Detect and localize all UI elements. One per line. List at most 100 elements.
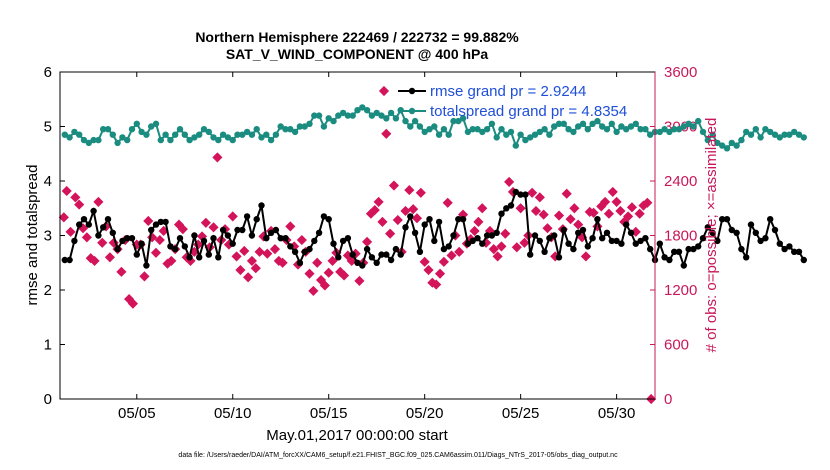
spread-point <box>723 145 731 152</box>
obs-assimilated-point <box>446 250 457 261</box>
rmse-point <box>733 229 740 236</box>
obs-assimilated-point <box>243 272 254 283</box>
rmse-point <box>483 232 491 239</box>
obs-assimilated-point <box>434 268 446 279</box>
rmse-point <box>359 262 366 269</box>
rmse-point <box>589 235 596 242</box>
spread-point <box>541 126 548 133</box>
y-right-tick-label: 2400 <box>664 173 697 190</box>
rmse-point <box>800 256 807 264</box>
obs-assimilated-point <box>588 207 599 218</box>
spread-point <box>282 126 289 133</box>
legend: rmse grand pr = 2.9244 totalspread grand… <box>378 83 627 120</box>
rmse-point <box>723 216 731 223</box>
obs-assimilated-point <box>623 211 634 222</box>
rmse-point <box>272 226 280 234</box>
obs-assimilated-point <box>250 263 261 274</box>
rmse-point <box>488 232 496 239</box>
obs-assimilated-point <box>127 298 139 309</box>
spread-point <box>671 126 678 133</box>
obs-assimilated-point <box>327 255 338 266</box>
obs-assimilated-point <box>227 211 238 222</box>
obs-assimilated-point <box>626 202 638 213</box>
rmse-point <box>786 243 793 250</box>
obs-assimilated-point <box>116 266 127 277</box>
y-right-tick-label: 1200 <box>664 282 697 299</box>
spread-point <box>627 123 635 130</box>
rmse-point <box>104 216 112 223</box>
spread-point <box>464 128 472 136</box>
spread-point <box>315 112 323 119</box>
rmse-point <box>349 251 356 258</box>
spread-point <box>771 131 779 138</box>
rmse-point <box>632 240 639 247</box>
spread-point <box>258 134 265 141</box>
rmse-point <box>512 188 519 196</box>
rmse-point <box>397 251 404 258</box>
rmse-point <box>301 248 308 255</box>
y-left-tick-label: 2 <box>44 282 52 299</box>
spread-point <box>493 134 500 141</box>
obs-assimilated-point <box>177 224 188 235</box>
rmse-point <box>560 226 567 234</box>
rmse-point <box>143 262 150 269</box>
obs-assimilated-point <box>150 247 162 258</box>
rmse-point <box>440 245 448 253</box>
obs-assimilated-point <box>319 280 330 291</box>
spread-point <box>301 123 308 130</box>
rmse-point <box>555 254 563 261</box>
y-left-tick-label: 6 <box>44 64 52 81</box>
obs-assimilated-point <box>423 264 434 276</box>
rmse-point <box>186 254 193 261</box>
obs-assimilated-point <box>81 232 92 243</box>
obs-assimilated-point <box>411 213 423 224</box>
legend-spread-mark <box>398 107 426 115</box>
spread-point <box>378 112 385 119</box>
spread-point <box>584 126 591 133</box>
rmse-point <box>339 237 347 245</box>
rmse-point <box>584 243 591 250</box>
y-left-tick-label: 4 <box>44 173 52 190</box>
spread-point <box>392 115 400 122</box>
obs-assimilated-point <box>580 251 591 262</box>
rmse-point <box>267 229 275 236</box>
spread-point <box>128 126 136 133</box>
obs-assimilated-point <box>154 234 165 246</box>
rmse-point <box>781 245 788 253</box>
rmse-point <box>291 248 299 255</box>
x-tick-label: 05/15 <box>310 405 348 422</box>
spread-point <box>440 126 448 133</box>
rmse-point <box>445 243 452 250</box>
rmse-point <box>661 254 668 261</box>
obs-assimilated-point <box>511 242 522 253</box>
spread-point <box>421 128 428 136</box>
spread-point <box>570 128 577 136</box>
spread-point <box>162 131 169 138</box>
obs-assimilated-point <box>404 185 415 196</box>
rmse-point <box>90 207 97 215</box>
rmse-point <box>243 213 251 220</box>
spread-point <box>291 128 299 136</box>
spread-point <box>85 139 93 147</box>
spread-point <box>560 120 567 128</box>
spread-point <box>224 134 232 141</box>
y-axis-right-ticks: 060012001800240030003600 <box>650 64 697 408</box>
rmse-point <box>85 221 93 228</box>
spread-point <box>733 142 740 149</box>
spread-point <box>100 126 107 133</box>
obs-assimilated-point <box>415 187 426 198</box>
rmse-point <box>253 216 260 223</box>
rmse-point <box>416 248 424 255</box>
obs-assimilated-point <box>312 257 323 268</box>
rmse-point <box>95 232 102 239</box>
rmse-point <box>743 254 750 261</box>
spread-point <box>416 123 424 130</box>
y-left-tick-label: 0 <box>44 391 52 408</box>
spread-point <box>200 126 208 133</box>
rmse-point <box>363 245 371 253</box>
obs-assimilated-point <box>519 237 530 248</box>
spread-point <box>71 128 78 136</box>
spread-point <box>80 136 88 144</box>
obs-assimilated-point <box>277 257 288 268</box>
